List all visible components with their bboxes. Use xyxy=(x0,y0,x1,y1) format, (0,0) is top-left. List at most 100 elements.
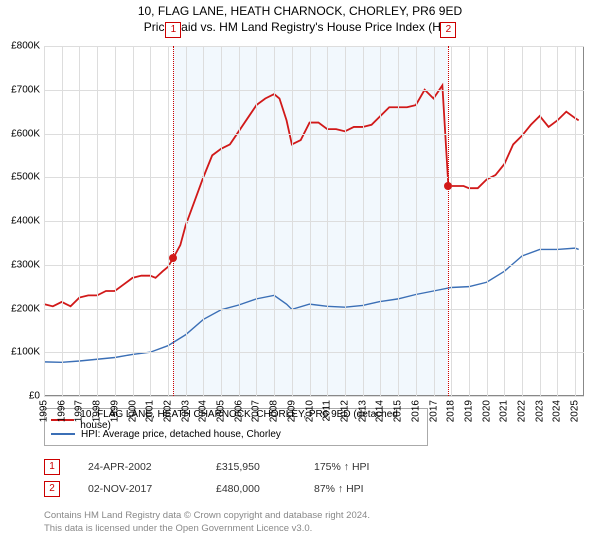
gridline-v xyxy=(398,46,399,396)
gridline-v xyxy=(292,46,293,396)
gridline-v xyxy=(203,46,204,396)
x-tick-label: 2000 xyxy=(127,400,138,422)
x-tick-label: 2014 xyxy=(375,400,386,422)
x-tick-label: 2006 xyxy=(233,400,244,422)
sale-row-marker: 1 xyxy=(44,459,60,475)
x-tick-label: 1999 xyxy=(109,400,120,422)
x-tick-label: 1995 xyxy=(39,400,50,422)
x-tick-label: 2004 xyxy=(198,400,209,422)
x-tick-label: 2001 xyxy=(145,400,156,422)
legend-label: HPI: Average price, detached house, Chor… xyxy=(81,429,281,440)
gridline-v xyxy=(115,46,116,396)
gridline-v xyxy=(274,46,275,396)
sale-row-marker: 2 xyxy=(44,481,60,497)
sale-date: 24-APR-2002 xyxy=(88,461,198,473)
gridline-h xyxy=(44,177,584,178)
gridline-v xyxy=(345,46,346,396)
x-tick-label: 2010 xyxy=(304,400,315,422)
gridline-h xyxy=(44,221,584,222)
gridline-h xyxy=(44,90,584,91)
gridline-v xyxy=(451,46,452,396)
gridline-v xyxy=(239,46,240,396)
gridline-v xyxy=(363,46,364,396)
gridline-v xyxy=(469,46,470,396)
sale-price: £480,000 xyxy=(216,483,296,495)
x-tick-label: 2017 xyxy=(428,400,439,422)
x-tick-label: 2002 xyxy=(162,400,173,422)
chart-title-address: 10, FLAG LANE, HEATH CHARNOCK, CHORLEY, … xyxy=(0,4,600,18)
x-tick-label: 2024 xyxy=(552,400,563,422)
gridline-v xyxy=(434,46,435,396)
sale-row: 1 24-APR-2002 £315,950 175% ↑ HPI xyxy=(44,456,404,478)
x-tick-label: 2009 xyxy=(286,400,297,422)
gridline-v xyxy=(522,46,523,396)
sale-marker-box: 2 xyxy=(440,22,456,38)
gridline-v xyxy=(310,46,311,396)
y-tick-label: £100K xyxy=(2,347,40,358)
gridline-v xyxy=(44,46,45,396)
y-tick-label: £300K xyxy=(2,259,40,270)
gridline-v xyxy=(327,46,328,396)
gridline-v xyxy=(221,46,222,396)
gridline-v xyxy=(79,46,80,396)
x-tick-label: 2008 xyxy=(269,400,280,422)
x-tick-label: 2007 xyxy=(251,400,262,422)
x-tick-label: 2023 xyxy=(534,400,545,422)
x-tick-label: 2003 xyxy=(180,400,191,422)
y-tick-label: £200K xyxy=(2,303,40,314)
gridline-v xyxy=(186,46,187,396)
y-tick-label: £0 xyxy=(2,391,40,402)
gridline-v xyxy=(575,46,576,396)
gridline-h xyxy=(44,265,584,266)
x-tick-label: 2013 xyxy=(357,400,368,422)
x-tick-label: 1996 xyxy=(56,400,67,422)
x-tick-label: 2020 xyxy=(481,400,492,422)
gridline-h xyxy=(44,46,584,47)
gridline-h xyxy=(44,309,584,310)
gridline-h xyxy=(44,134,584,135)
x-tick-label: 2011 xyxy=(322,400,333,422)
gridline-v xyxy=(487,46,488,396)
title-block: 10, FLAG LANE, HEATH CHARNOCK, CHORLEY, … xyxy=(0,0,600,34)
gridline-v xyxy=(168,46,169,396)
gridline-v xyxy=(62,46,63,396)
gridline-v xyxy=(504,46,505,396)
x-tick-label: 2022 xyxy=(517,400,528,422)
gridline-v xyxy=(256,46,257,396)
footer-line-2: This data is licensed under the Open Gov… xyxy=(44,523,370,536)
y-tick-label: £800K xyxy=(2,41,40,52)
gridline-h xyxy=(44,396,584,397)
chart-container: 10, FLAG LANE, HEATH CHARNOCK, CHORLEY, … xyxy=(0,0,600,34)
x-tick-label: 1998 xyxy=(92,400,103,422)
legend-swatch xyxy=(51,433,75,435)
gridline-v xyxy=(133,46,134,396)
gridline-v xyxy=(97,46,98,396)
y-tick-label: £600K xyxy=(2,128,40,139)
x-tick-label: 2018 xyxy=(446,400,457,422)
sale-pct-vs-hpi: 175% ↑ HPI xyxy=(314,461,404,473)
attribution-footer: Contains HM Land Registry data © Crown c… xyxy=(44,510,370,536)
y-tick-label: £700K xyxy=(2,84,40,95)
plot-area xyxy=(44,46,584,396)
x-tick-label: 2012 xyxy=(339,400,350,422)
x-tick-label: 2019 xyxy=(463,400,474,422)
footer-line-1: Contains HM Land Registry data © Crown c… xyxy=(44,510,370,523)
series-property xyxy=(44,85,579,306)
x-tick-label: 2025 xyxy=(570,400,581,422)
y-tick-label: £500K xyxy=(2,172,40,183)
gridline-v xyxy=(380,46,381,396)
sale-price: £315,950 xyxy=(216,461,296,473)
sale-marker-line xyxy=(173,46,174,396)
chart-subtitle: Price paid vs. HM Land Registry's House … xyxy=(0,20,600,34)
x-tick-label: 2016 xyxy=(410,400,421,422)
gridline-h xyxy=(44,352,584,353)
gridline-v xyxy=(557,46,558,396)
sale-marker-box: 1 xyxy=(165,22,181,38)
x-tick-label: 2015 xyxy=(393,400,404,422)
sale-date: 02-NOV-2017 xyxy=(88,483,198,495)
sale-pct-vs-hpi: 87% ↑ HPI xyxy=(314,483,404,495)
sale-marker-line xyxy=(448,46,449,396)
x-tick-label: 2005 xyxy=(216,400,227,422)
gridline-v xyxy=(150,46,151,396)
sale-point-dot xyxy=(444,182,452,190)
